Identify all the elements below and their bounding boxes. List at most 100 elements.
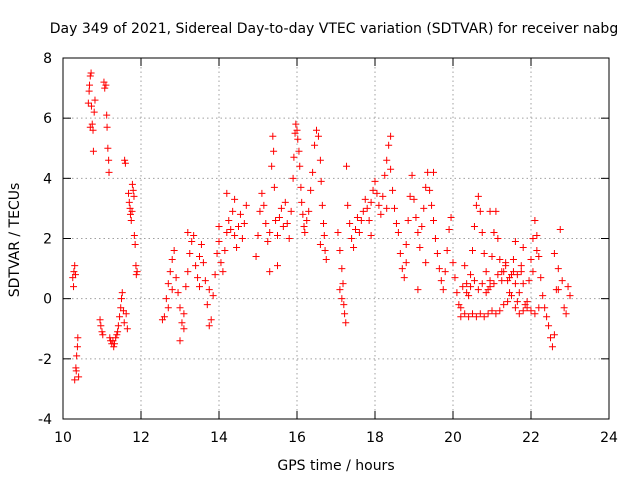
y-tick-label: 2 (43, 232, 52, 248)
data-point (182, 283, 190, 291)
x-tick-label: 20 (444, 430, 462, 446)
x-tick-labels: 10 12 14 16 18 20 22 24 (54, 430, 618, 446)
data-point (203, 301, 211, 309)
data-point (500, 301, 508, 309)
data-point (441, 268, 449, 276)
x-tick-label: 22 (522, 430, 540, 446)
data-point (314, 132, 322, 140)
data-point (184, 228, 192, 236)
data-point (435, 265, 443, 273)
data-point (488, 253, 496, 261)
data-point (128, 180, 136, 188)
data-point (465, 313, 473, 321)
data-point (316, 241, 324, 249)
data-point (73, 352, 81, 360)
data-point (439, 286, 447, 294)
data-point (199, 259, 207, 267)
data-point (103, 111, 111, 119)
data-point (164, 280, 172, 288)
data-point (223, 228, 231, 236)
x-axis-label: GPS time / hours (277, 458, 394, 474)
data-point (488, 307, 496, 315)
data-point (269, 132, 277, 140)
data-point (535, 253, 543, 261)
data-point (102, 81, 110, 89)
data-point (547, 334, 554, 342)
data-point (502, 262, 510, 270)
data-point (392, 219, 400, 227)
data-point (387, 165, 395, 173)
data-point (262, 219, 270, 227)
data-point (287, 207, 295, 215)
y-tick-labels: -4 -2 0 2 4 6 8 (38, 51, 52, 428)
data-point (89, 147, 97, 155)
data-point (519, 280, 527, 288)
data-point (162, 295, 170, 303)
data-point (301, 228, 309, 236)
data-point (85, 87, 93, 95)
data-point (122, 310, 130, 318)
data-point (352, 225, 359, 233)
data-point (99, 331, 107, 339)
data-point (86, 81, 94, 89)
data-point (494, 271, 502, 279)
data-point (114, 328, 122, 336)
data-point (316, 156, 324, 164)
data-point (494, 235, 502, 242)
data-point (410, 195, 418, 203)
data-point (490, 228, 498, 236)
data-point (196, 283, 203, 291)
data-point (402, 259, 410, 267)
data-point (515, 289, 523, 297)
data-point (105, 168, 113, 176)
data-point (408, 171, 416, 179)
data-point (70, 268, 78, 276)
data-point (359, 207, 367, 215)
data-point (293, 126, 301, 134)
data-point (543, 313, 551, 321)
data-point (103, 123, 111, 131)
data-point (104, 144, 112, 152)
data-point (469, 310, 476, 318)
data-point (412, 213, 420, 221)
data-point (132, 262, 140, 270)
data-point (217, 259, 225, 267)
data-point (404, 216, 412, 224)
data-point (219, 268, 227, 276)
data-point (236, 210, 244, 218)
data-point (110, 343, 118, 351)
data-point (476, 310, 484, 318)
data-point (70, 283, 78, 291)
data-point (527, 307, 535, 315)
data-point (550, 331, 558, 339)
data-point (400, 274, 408, 282)
data-point (373, 189, 381, 197)
data-point (71, 271, 79, 279)
data-point (379, 192, 387, 200)
data-point (125, 189, 133, 197)
data-point (566, 292, 574, 300)
data-point (414, 228, 422, 236)
data-point (105, 156, 113, 164)
x-tick-label: 24 (600, 430, 618, 446)
chart-title: Day 349 of 2021, Sidereal Day-to-day VTE… (50, 21, 618, 37)
data-point (336, 247, 344, 255)
data-point (133, 268, 141, 276)
data-point (367, 198, 375, 206)
data-point (266, 268, 274, 276)
data-point (303, 216, 311, 224)
data-point (229, 207, 237, 215)
x-tick-label: 14 (210, 430, 228, 446)
data-point (519, 307, 527, 315)
data-point (311, 141, 319, 149)
data-point (334, 228, 342, 236)
data-point (73, 343, 81, 351)
data-point (313, 126, 320, 134)
data-point (472, 313, 480, 321)
data-point (309, 168, 317, 176)
data-point (482, 268, 490, 276)
data-point (496, 307, 504, 315)
data-point (470, 222, 478, 230)
data-point (101, 84, 109, 92)
data-point (254, 231, 262, 239)
